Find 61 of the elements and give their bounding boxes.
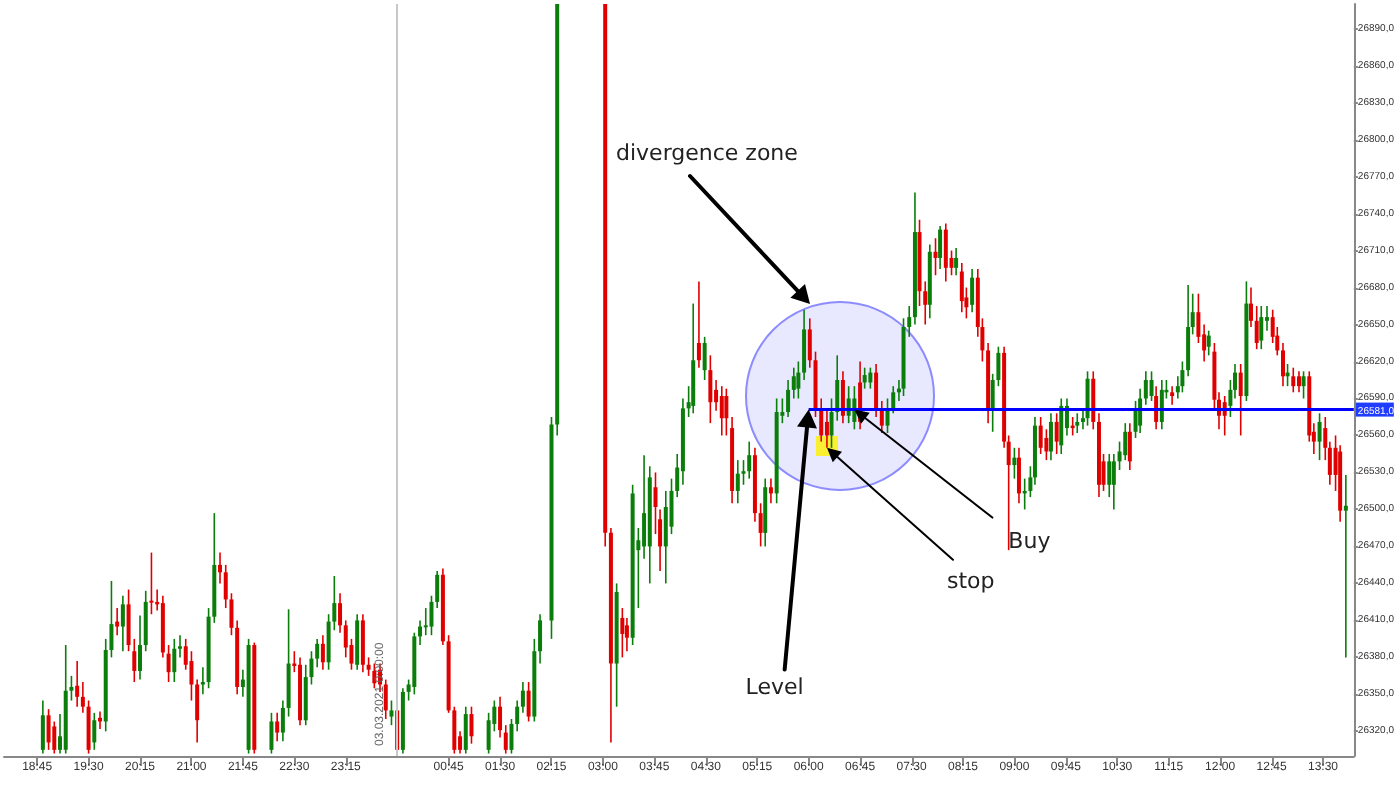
candlestick	[120, 594, 125, 653]
candlestick	[1317, 412, 1322, 461]
candlestick	[1075, 412, 1080, 434]
candlestick	[1059, 397, 1064, 455]
candlestick	[1296, 370, 1301, 394]
candlestick	[959, 262, 964, 313]
candlestick	[1054, 412, 1059, 455]
candlestick	[1259, 305, 1264, 350]
candlestick	[1301, 370, 1306, 400]
candlestick	[469, 705, 474, 745]
candlestick	[75, 660, 80, 708]
candlestick	[840, 370, 845, 424]
candlestick	[768, 477, 773, 505]
candlestick	[389, 699, 394, 726]
candlestick	[943, 222, 948, 283]
candlestick	[115, 607, 120, 636]
candlestick	[824, 410, 829, 449]
candlestick	[954, 247, 959, 277]
candlestick	[696, 280, 701, 369]
candlestick	[1206, 329, 1211, 357]
candlestick	[735, 459, 740, 505]
candlestick	[526, 681, 531, 723]
candlestick	[868, 366, 873, 390]
candlestick	[149, 551, 154, 616]
candlestick	[360, 613, 365, 673]
candlestick	[1048, 412, 1053, 461]
annotation: Buy	[1008, 527, 1052, 554]
candlestick	[1085, 370, 1090, 427]
candlestick	[933, 237, 938, 277]
candlestick	[691, 302, 696, 415]
annotation: divergence zone	[616, 140, 799, 166]
candlestick	[1159, 379, 1164, 431]
candlestick	[719, 385, 724, 437]
candlestick	[1343, 474, 1348, 659]
candlestick	[1127, 422, 1132, 471]
candlestick	[702, 336, 707, 381]
candlestick	[1291, 366, 1296, 394]
candlestick	[92, 712, 97, 751]
candlestick	[1012, 447, 1017, 480]
candlestick	[172, 638, 177, 683]
candlestick	[1170, 385, 1175, 406]
candlestick	[275, 712, 280, 743]
candlestick	[938, 225, 943, 270]
candlestick	[46, 708, 51, 751]
candlestick	[463, 705, 468, 755]
candlestick	[862, 366, 867, 390]
annotation: stop	[946, 567, 995, 594]
candlestick	[708, 354, 713, 424]
candlestick	[1149, 370, 1154, 402]
candlestick	[970, 268, 975, 313]
candlestick	[1016, 447, 1021, 505]
candlestick	[355, 613, 360, 671]
candlestick	[747, 440, 752, 480]
candlestick	[40, 699, 45, 755]
candlestick	[320, 634, 325, 671]
candlestick	[763, 477, 768, 548]
candlestick	[620, 607, 625, 659]
candlestick	[269, 712, 274, 755]
annotation: Level	[745, 673, 804, 700]
candlestick	[1238, 363, 1243, 437]
candlestick	[1038, 416, 1043, 455]
